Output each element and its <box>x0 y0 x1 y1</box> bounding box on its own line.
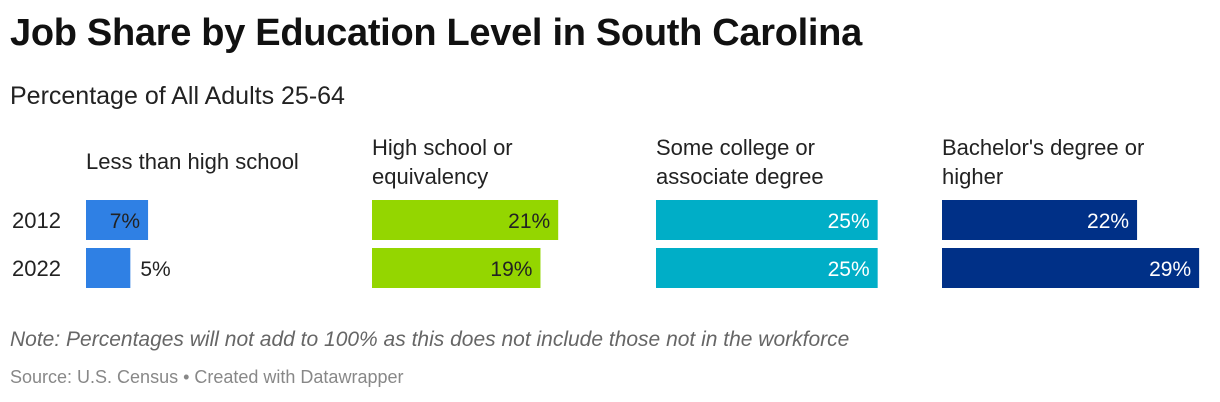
column-header: High school or equivalency <box>372 135 513 189</box>
chart-source: Source: U.S. Census • Created with Dataw… <box>10 367 404 387</box>
chart-subtitle: Percentage of All Adults 25-64 <box>10 82 345 110</box>
bar <box>86 248 131 288</box>
row-label-2022: 2022 <box>12 256 61 281</box>
column-header: Some college or associate degree <box>656 135 824 189</box>
data-label: 7% <box>110 210 140 233</box>
row-label-2012: 2012 <box>12 208 61 233</box>
chart-note: Note: Percentages will not add to 100% a… <box>10 328 850 351</box>
bar <box>372 200 559 240</box>
bar <box>86 200 149 240</box>
data-label: 19% <box>490 258 532 281</box>
column-header: Bachelor's degree or higher <box>942 135 1144 189</box>
bar <box>372 248 541 288</box>
data-label: 29% <box>1149 258 1191 281</box>
column-header: Less than high school <box>86 149 299 174</box>
bar <box>656 200 878 240</box>
data-label: 21% <box>508 210 550 233</box>
data-label: 5% <box>140 258 170 281</box>
bar <box>656 248 878 288</box>
data-label: 25% <box>828 258 870 281</box>
data-label: 22% <box>1087 210 1129 233</box>
bar <box>942 200 1138 240</box>
data-label: 25% <box>828 210 870 233</box>
bar <box>942 248 1200 288</box>
chart-title: Job Share by Education Level in South Ca… <box>10 12 862 54</box>
